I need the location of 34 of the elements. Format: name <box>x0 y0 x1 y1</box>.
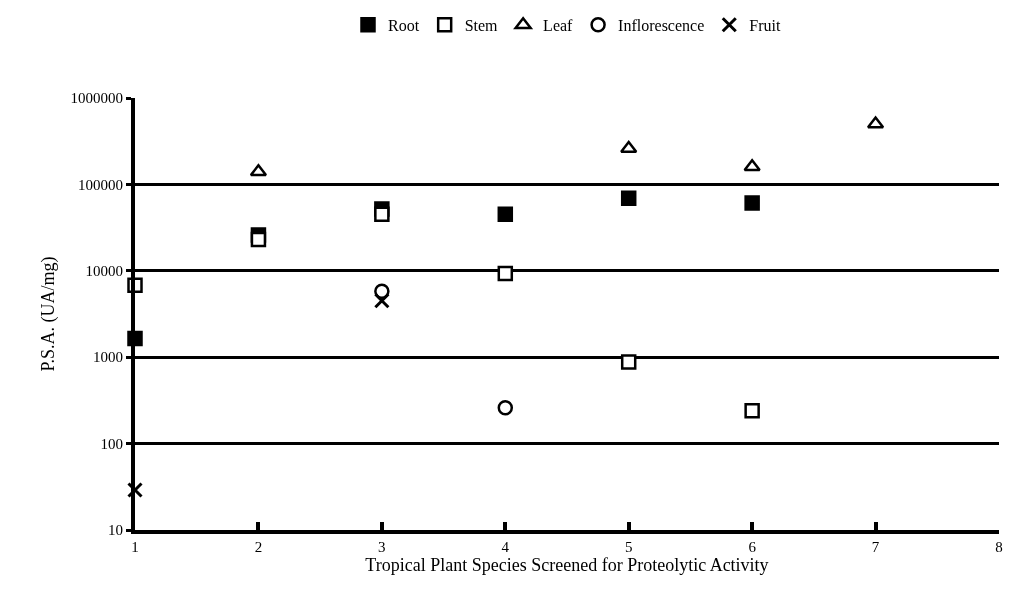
point <box>744 403 760 419</box>
y-tick-label: 1000000 <box>70 90 123 107</box>
x-tick-label: 3 <box>378 539 386 555</box>
x-tick-label: 1 <box>131 539 139 555</box>
legend-label: Root <box>388 16 420 34</box>
point <box>743 159 761 172</box>
y-tick-label: 1000 <box>93 349 123 366</box>
point <box>250 231 267 248</box>
x-tick-label: 6 <box>748 539 757 555</box>
point <box>497 265 514 282</box>
point <box>497 400 514 416</box>
x-tick-label: 7 <box>871 539 880 555</box>
point <box>620 190 637 207</box>
point <box>744 195 760 211</box>
x-tick-label: 4 <box>501 539 510 555</box>
legend-label: Fruit <box>749 16 781 34</box>
x-tick-label: 8 <box>995 539 1003 555</box>
point <box>620 354 637 370</box>
legend-label: Inflorescence <box>618 16 705 34</box>
point <box>619 140 638 154</box>
y-axis-title: P.S.A. (UA/mg) <box>38 256 60 372</box>
x-tick-label: 5 <box>624 539 633 555</box>
x-axis-title: Tropical Plant Species Screened for Proteolytic Activity <box>365 555 769 575</box>
point <box>127 482 143 499</box>
y-tick-label: 100000 <box>78 176 123 193</box>
point <box>497 206 514 223</box>
legend-label: Stem <box>464 16 499 34</box>
y-tick-label: 100 <box>100 435 123 452</box>
y-tick-label: 10 <box>108 522 123 539</box>
x-tick-label: 2 <box>254 539 263 555</box>
point <box>374 206 390 223</box>
y-tick-label: 10000 <box>85 263 123 280</box>
point <box>373 292 390 309</box>
legend-label: Leaf <box>543 16 574 34</box>
